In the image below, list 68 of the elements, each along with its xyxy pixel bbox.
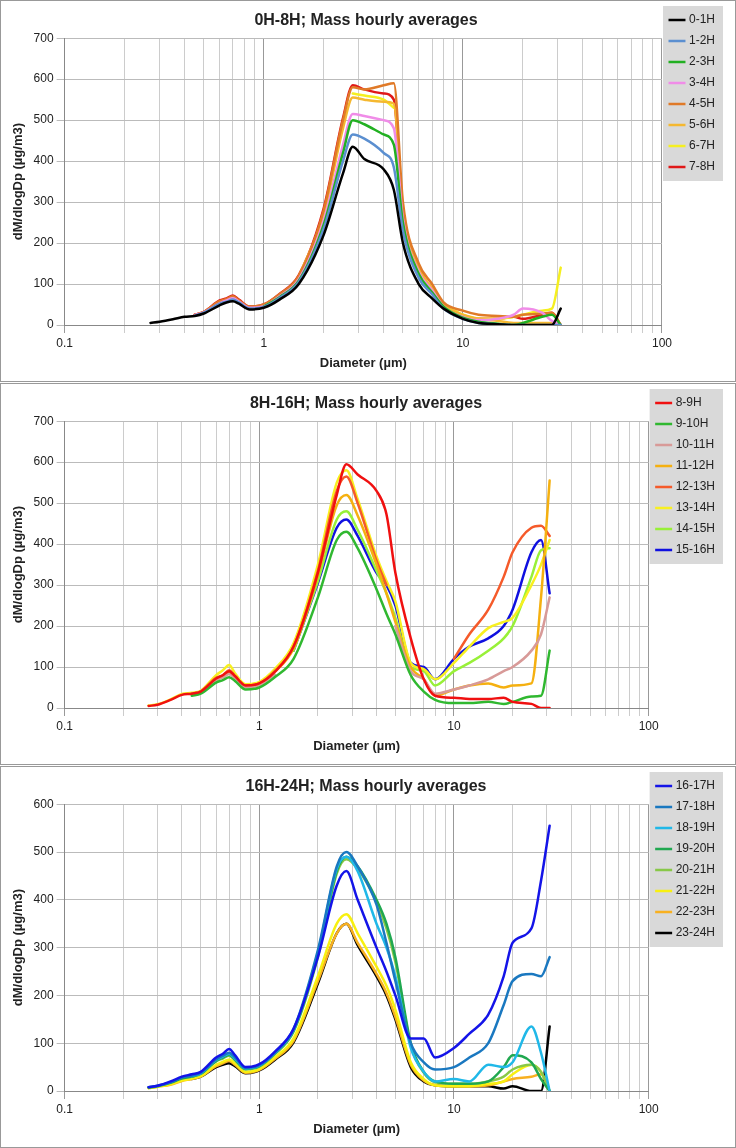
legend-label: 11-12H: [675, 458, 715, 473]
legend-label: 22-23H: [675, 904, 715, 919]
legend-label: 15-16H: [675, 542, 715, 557]
chart-title: 16H-24H; Mass hourly averages: [245, 777, 487, 795]
x-tick-label: 10: [456, 335, 470, 350]
y-tick-label: 400: [33, 536, 54, 551]
chart-title: 8H-16H; Mass hourly averages: [249, 394, 483, 412]
legend-label: 14-15H: [675, 521, 715, 536]
y-tick-label: 300: [33, 194, 54, 209]
legend-label: 3-4H: [688, 75, 716, 90]
y-tick-label: 500: [33, 844, 54, 859]
legend-label: 10-11H: [675, 437, 715, 452]
legend-label: 18-19H: [675, 820, 715, 835]
y-axis-title: dM/dlogDp (µg/m3): [10, 888, 26, 1007]
legend-label: 2-3H: [688, 54, 716, 69]
y-tick-label: 500: [33, 112, 54, 127]
y-tick-label: 200: [33, 235, 54, 250]
y-tick-label: 0: [46, 317, 54, 332]
x-tick-label: 100: [651, 335, 673, 350]
legend-label: 0-1H: [688, 12, 716, 27]
y-tick-label: 300: [33, 939, 54, 954]
y-tick-label: 400: [33, 892, 54, 907]
legend-label: 4-5H: [688, 96, 716, 111]
x-tick-label: 0.1: [56, 335, 74, 350]
legend-label: 9-10H: [675, 416, 709, 431]
x-axis-title: Diameter (µm): [313, 737, 401, 753]
y-tick-label: 600: [33, 796, 54, 811]
y-tick-label: 400: [33, 153, 54, 168]
x-tick-label: 1: [255, 718, 263, 733]
y-tick-label: 100: [33, 276, 54, 291]
x-tick-label: 0.1: [56, 718, 74, 733]
x-tick-label: 1: [255, 1101, 263, 1116]
x-tick-label: 0.1: [56, 1101, 74, 1116]
y-axis-title: dM/dlogDp (µg/m3): [10, 122, 26, 241]
y-axis-title: dM/dlogDp (µg/m3): [10, 505, 26, 624]
x-axis-title: Diameter (µm): [319, 354, 407, 370]
y-tick-label: 0: [46, 1083, 54, 1098]
x-tick-label: 10: [447, 1101, 461, 1116]
y-tick-label: 100: [33, 659, 54, 674]
legend-label: 8-9H: [675, 395, 702, 410]
legend-label: 7-8H: [688, 159, 716, 174]
y-tick-label: 600: [33, 454, 54, 469]
legend-label: 13-14H: [675, 500, 715, 515]
y-tick-label: 300: [33, 577, 54, 592]
legend-label: 19-20H: [675, 841, 715, 856]
legend-label: 23-24H: [675, 925, 715, 940]
legend-label: 5-6H: [688, 117, 716, 132]
x-axis-title: Diameter (µm): [313, 1120, 401, 1136]
y-tick-label: 0: [46, 700, 54, 715]
x-tick-label: 1: [260, 335, 268, 350]
y-tick-label: 700: [33, 413, 54, 428]
y-tick-label: 500: [33, 495, 54, 510]
x-tick-label: 10: [447, 718, 461, 733]
y-tick-label: 200: [33, 987, 54, 1002]
legend-label: 21-22H: [675, 883, 715, 898]
legend-label: 20-21H: [675, 862, 715, 877]
legend-label: 1-2H: [688, 33, 716, 48]
y-tick-label: 100: [33, 1035, 54, 1050]
y-tick-label: 600: [33, 71, 54, 86]
legend-label: 6-7H: [688, 138, 716, 153]
y-tick-label: 200: [33, 618, 54, 633]
legend-label: 12-13H: [675, 479, 715, 494]
legend-label: 16-17H: [675, 778, 715, 793]
legend-label: 17-18H: [675, 799, 715, 814]
chart-title: 0H-8H; Mass hourly averages: [254, 11, 478, 29]
y-tick-label: 700: [33, 30, 54, 45]
x-tick-label: 100: [638, 1101, 659, 1116]
x-tick-label: 100: [638, 718, 659, 733]
